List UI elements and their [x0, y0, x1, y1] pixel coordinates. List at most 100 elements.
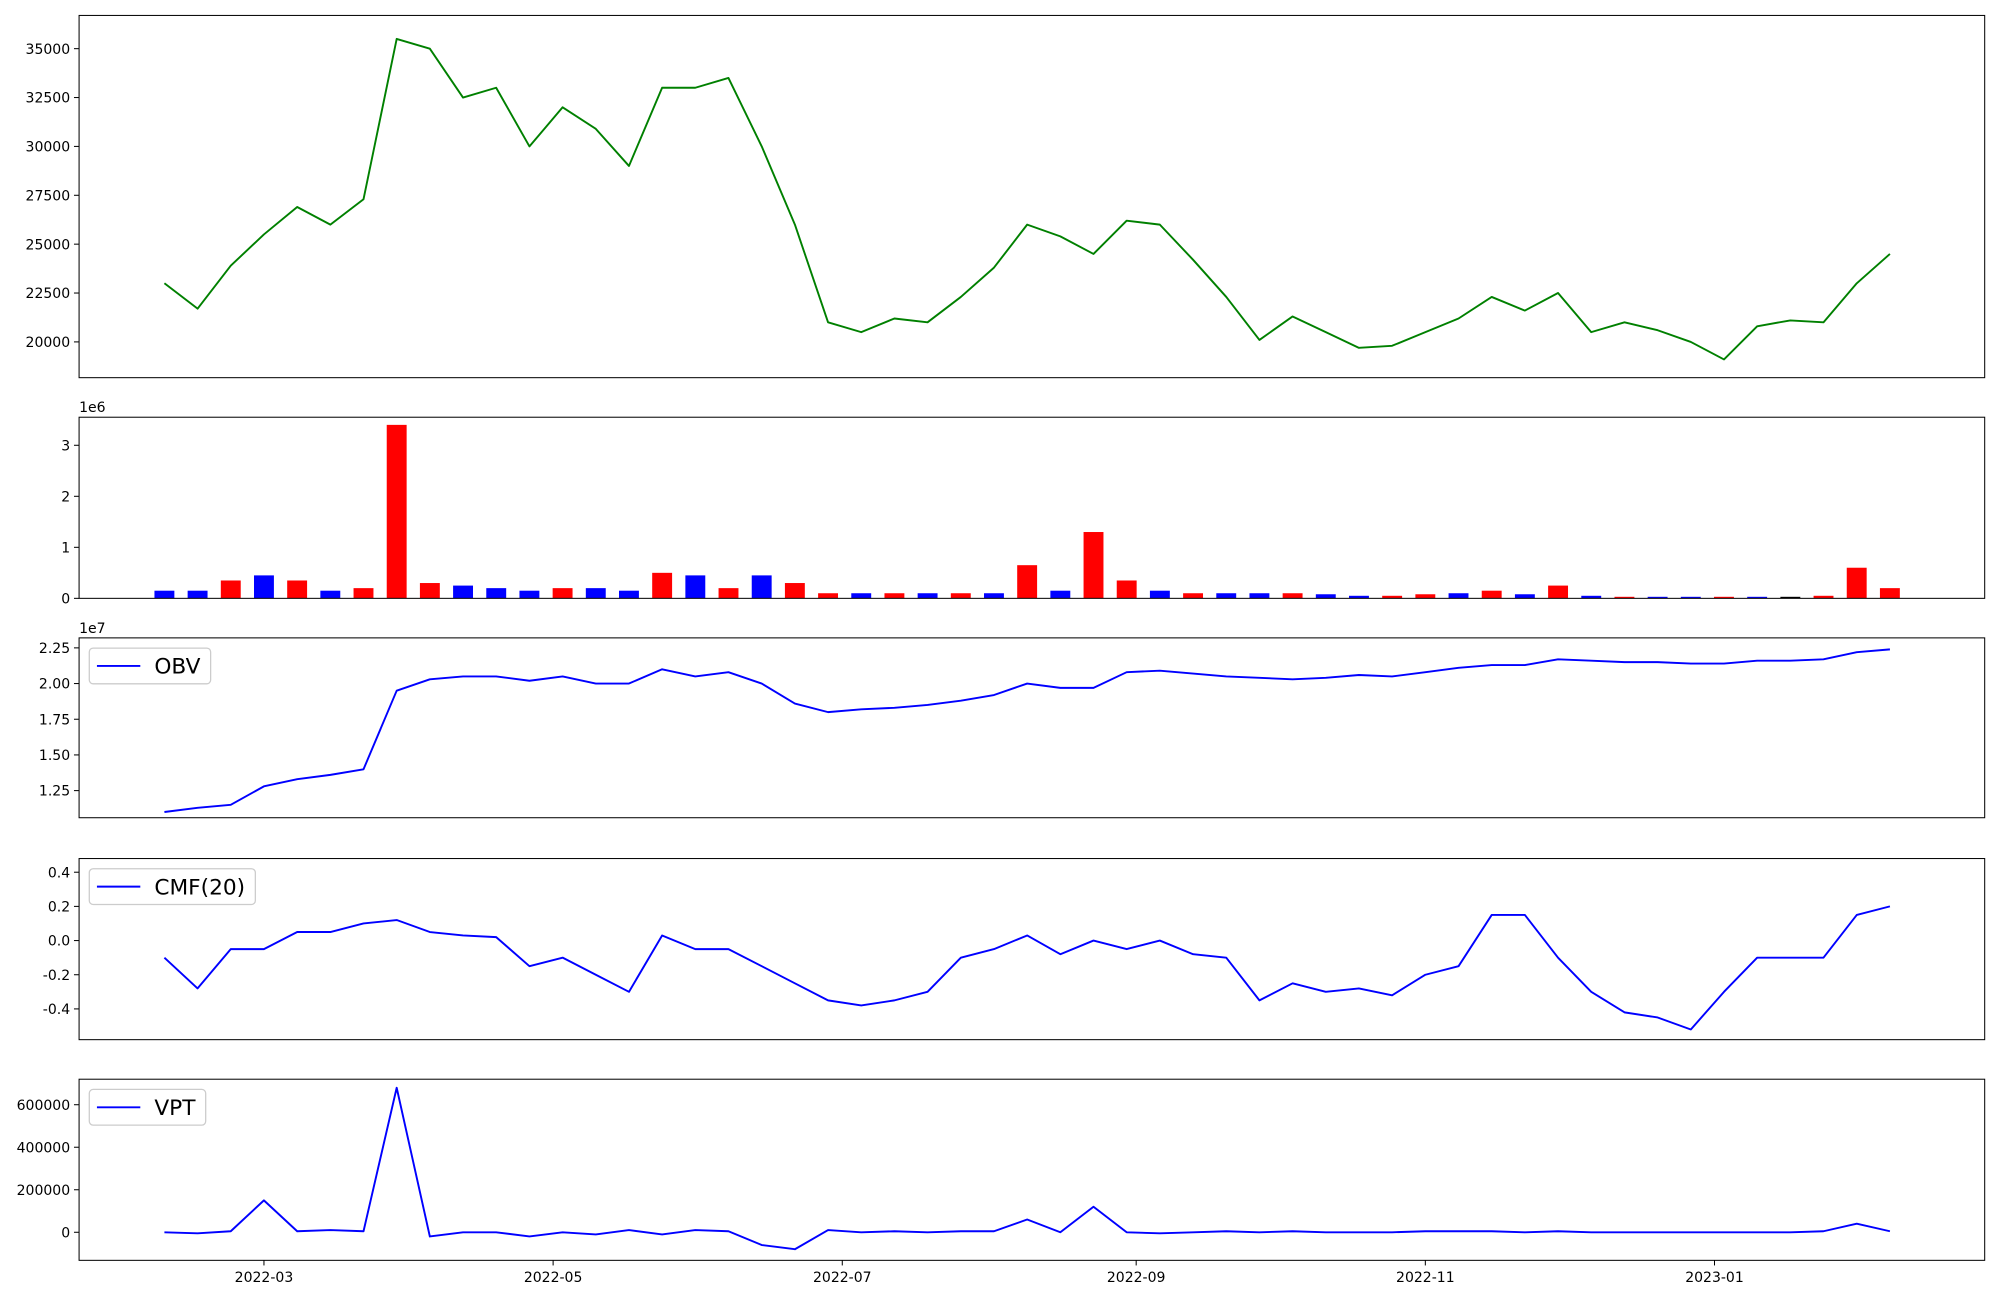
volume-bar — [619, 590, 639, 599]
y-tick-label: 0 — [61, 591, 70, 607]
x-tick-label: 2023-01 — [1685, 1270, 1744, 1286]
indicator-line — [164, 1086, 1891, 1251]
y-tick-label: 200000 — [17, 1183, 71, 1199]
volume-bar — [984, 593, 1004, 599]
x-tick-label: 2022-03 — [235, 1270, 294, 1286]
x-tick-label: 2022-09 — [1107, 1270, 1166, 1286]
volume-bar — [552, 588, 573, 599]
y-tick-label: 2.00 — [39, 677, 70, 693]
y-tick-label: 20000 — [26, 335, 71, 351]
volume-bar — [519, 590, 540, 599]
y-tick-label: -0.4 — [43, 1002, 70, 1018]
volume-bar — [419, 583, 440, 599]
volume-bar — [253, 575, 274, 599]
volume-bar — [718, 588, 739, 599]
volume-bar — [1083, 532, 1104, 599]
volume-bar — [1315, 594, 1336, 599]
legend-label: CMF(20) — [154, 875, 245, 900]
axes-frame — [78, 416, 1986, 599]
volume-bar — [1481, 590, 1502, 599]
volume-bar — [1116, 580, 1137, 599]
volume-bar — [950, 593, 971, 599]
y-tick-label: 1.50 — [39, 748, 70, 764]
volume-bar — [1382, 595, 1403, 599]
volume-bar — [1581, 595, 1602, 599]
y-tick-label: 400000 — [17, 1140, 71, 1156]
x-tick-label: 2022-07 — [813, 1270, 872, 1286]
offset-text: 1e6 — [79, 400, 106, 416]
volume-bar — [1714, 596, 1734, 599]
volume-bar — [287, 580, 308, 599]
x-tick-label: 2022-05 — [524, 1270, 583, 1286]
y-tick-label: 1 — [61, 540, 70, 556]
volume-bar — [1149, 590, 1170, 599]
volume-bar — [1415, 594, 1436, 599]
legend-box — [88, 1088, 207, 1126]
volume-bar — [1249, 593, 1270, 599]
volume-bar — [1448, 593, 1469, 599]
y-tick-label: 30000 — [26, 140, 71, 156]
volume-bar — [220, 580, 241, 599]
y-tick-label: 2 — [61, 489, 70, 505]
volume-bar — [1017, 565, 1038, 599]
volume-bar — [1349, 595, 1369, 599]
volume-bar — [1216, 593, 1237, 599]
volume-bar — [386, 424, 407, 599]
legend-label: OBV — [154, 655, 200, 680]
y-tick-label: 0.2 — [48, 899, 70, 915]
y-tick-label: 27500 — [26, 188, 71, 204]
volume-bar — [1647, 596, 1668, 599]
volume-bar — [1514, 594, 1535, 599]
y-tick-label: -0.2 — [43, 968, 70, 984]
volume-bar — [1780, 596, 1801, 599]
y-tick-label: 25000 — [26, 237, 71, 253]
volume-bar — [652, 572, 673, 599]
y-tick-label: 2.25 — [39, 641, 70, 657]
y-tick-label: 1.75 — [39, 712, 70, 728]
volume-bar — [187, 590, 208, 599]
volume-bar — [751, 575, 772, 599]
volume-bar — [1680, 596, 1701, 599]
y-tick-label: 0.4 — [48, 865, 70, 881]
volume-bar — [353, 588, 374, 599]
price-line — [163, 37, 1891, 361]
volume-bar — [486, 588, 507, 599]
y-tick-label: 35000 — [26, 42, 71, 58]
volume-bar — [917, 593, 938, 599]
y-tick-label: 600000 — [17, 1098, 71, 1114]
volume-bar — [1548, 585, 1569, 599]
axes-frame — [78, 637, 1986, 819]
volume-bar — [784, 583, 805, 599]
legend-label: VPT — [154, 1096, 196, 1121]
axes-frame — [78, 14, 1986, 379]
y-tick-label: 0.0 — [48, 934, 70, 950]
volume-bar — [585, 588, 606, 599]
volume-bar — [1614, 596, 1635, 599]
volume-bar — [1282, 593, 1303, 599]
x-tick-label: 2022-11 — [1396, 1270, 1455, 1286]
y-tick-label: 1.25 — [39, 784, 70, 800]
y-tick-label: 22500 — [26, 286, 71, 302]
y-tick-label: 32500 — [26, 91, 71, 107]
legend-box — [88, 647, 212, 685]
y-tick-label: 3 — [61, 438, 70, 454]
volume-bar — [1879, 588, 1900, 599]
volume-bar — [320, 590, 341, 599]
volume-bar — [1846, 567, 1867, 599]
volume-bar — [818, 593, 839, 599]
volume-bar — [1813, 595, 1834, 599]
volume-bar — [1747, 596, 1768, 599]
volume-bar — [884, 593, 905, 599]
axes-frame — [78, 858, 1986, 1041]
indicator-line — [163, 905, 1891, 1031]
indicator-line — [164, 648, 1891, 813]
offset-text: 1e7 — [79, 621, 105, 637]
volume-bar — [685, 575, 706, 599]
axes-frame — [78, 1078, 1986, 1261]
volume-bar — [851, 593, 872, 599]
legend-box — [88, 868, 256, 906]
volume-bar — [154, 590, 175, 599]
y-tick-label: 0 — [61, 1225, 70, 1241]
